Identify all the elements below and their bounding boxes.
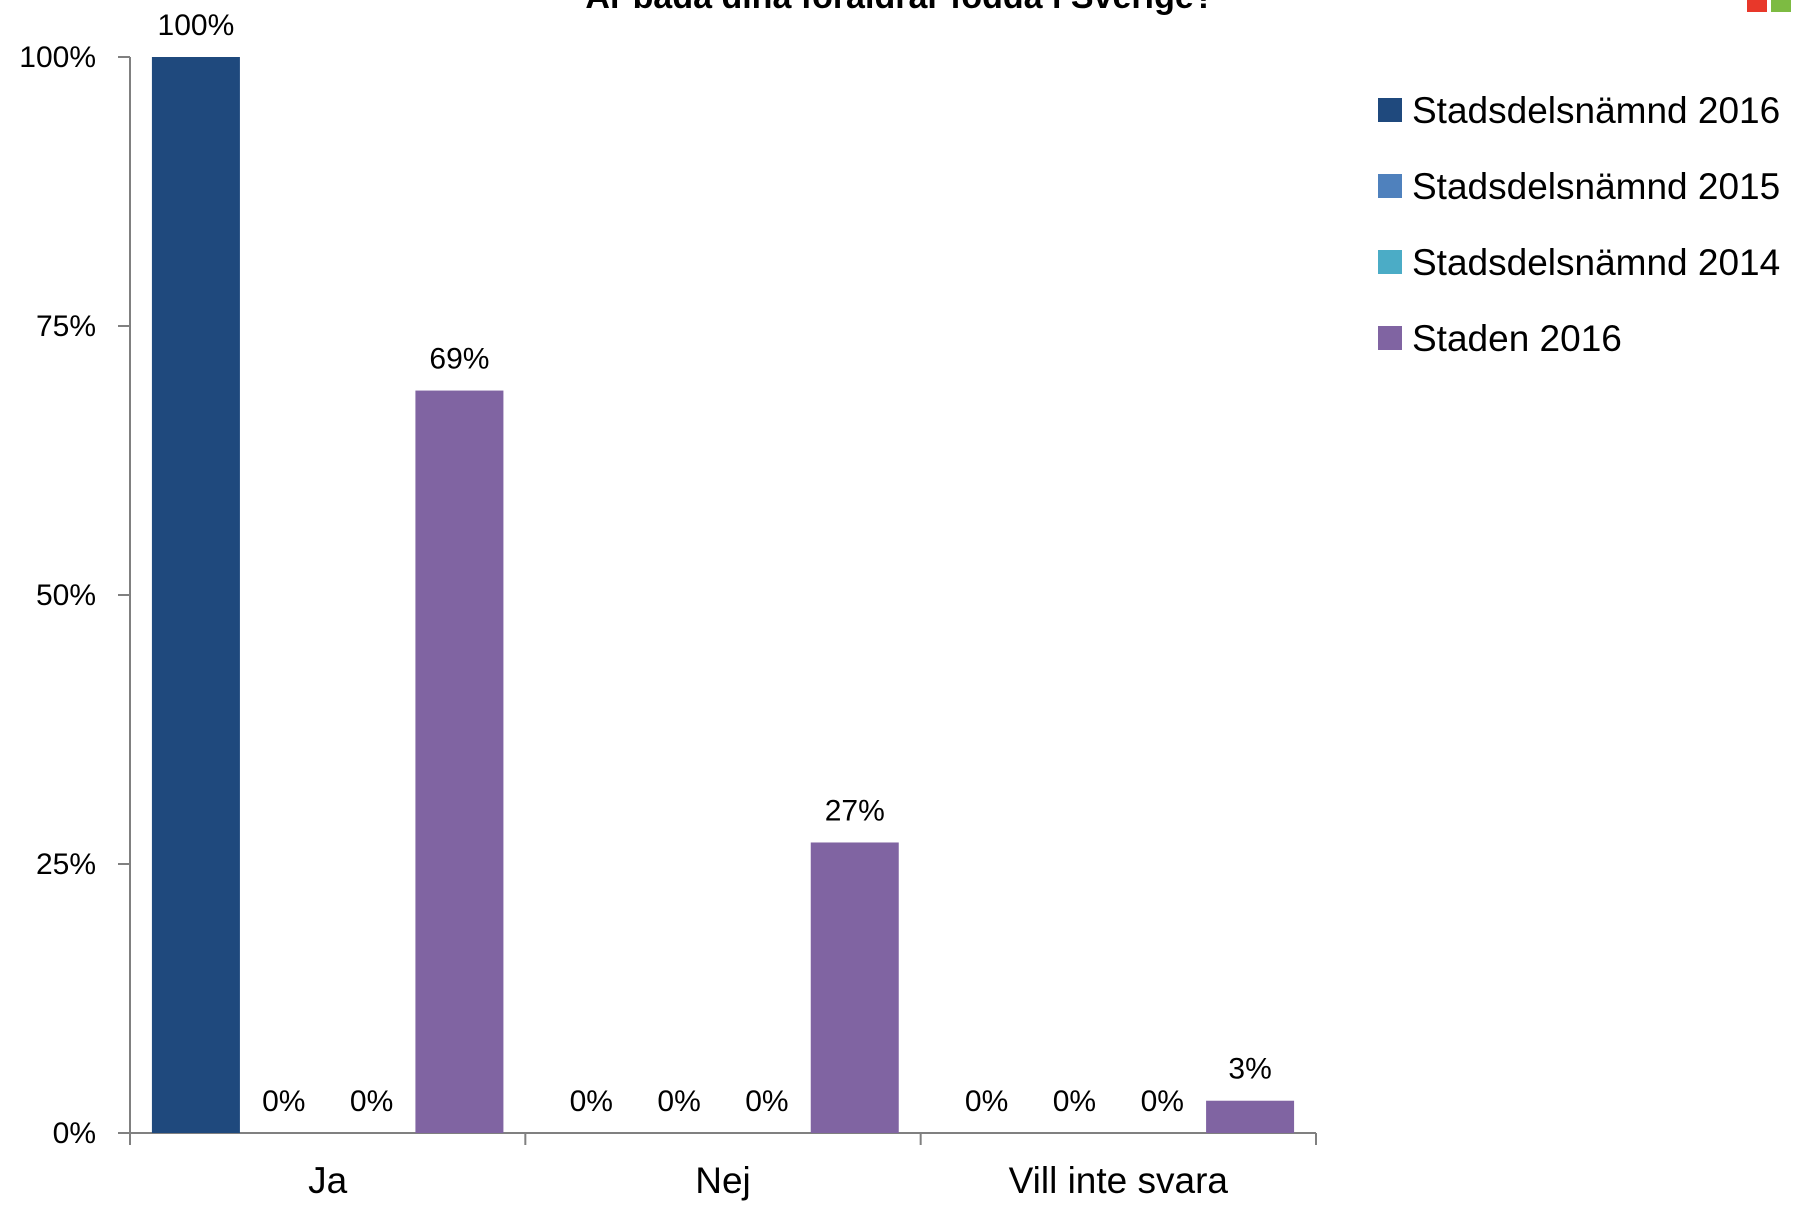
y-tick-label: 100% <box>19 41 96 74</box>
data-label: 0% <box>1053 1085 1096 1118</box>
legend: Stadsdelsnämnd 2016 Stadsdelsnämnd 2015 St… <box>1378 90 1780 359</box>
bar <box>415 390 504 1133</box>
bar <box>151 57 240 1133</box>
category-label: Nej <box>695 1160 751 1201</box>
legend-swatch <box>1378 326 1402 350</box>
data-label: 0% <box>350 1085 393 1118</box>
y-tick-label: 25% <box>36 848 96 881</box>
data-label: 69% <box>429 343 489 376</box>
bar <box>1206 1100 1295 1133</box>
legend-label: Staden 2016 <box>1412 318 1622 359</box>
data-label: 0% <box>965 1085 1008 1118</box>
data-label: 3% <box>1228 1053 1271 1086</box>
data-label: 27% <box>825 794 885 827</box>
category-label: Ja <box>308 1160 348 1201</box>
legend-swatch <box>1378 250 1402 274</box>
legend-label: Stadsdelsnämnd 2014 <box>1412 242 1780 283</box>
y-tick-label: 50% <box>36 579 96 612</box>
data-label: 0% <box>1141 1085 1184 1118</box>
data-labels: 100% 0% 0% 0% 0% 0% 0% 0% 0% 69% 27% 3% <box>158 9 1272 1118</box>
bars <box>151 57 1295 1133</box>
logo-squares <box>1747 0 1791 12</box>
data-label: 0% <box>745 1085 788 1118</box>
y-tick-label: 75% <box>36 310 96 343</box>
chart-title: Är båda dina föräldrar födda i Sverige? <box>585 0 1214 16</box>
axes: 0% 25% 50% 75% 100% Ja Nej Vill inte svara <box>19 41 1317 1201</box>
data-label: 0% <box>570 1085 613 1118</box>
data-label: 100% <box>158 9 235 42</box>
data-label: 0% <box>657 1085 700 1118</box>
legend-label: Stadsdelsnämnd 2015 <box>1412 166 1780 207</box>
legend-label: Stadsdelsnämnd 2016 <box>1412 90 1780 131</box>
bar <box>810 842 899 1133</box>
data-label: 0% <box>262 1085 305 1118</box>
legend-swatch <box>1378 98 1402 122</box>
y-tick-label: 0% <box>53 1117 96 1150</box>
legend-swatch <box>1378 174 1402 198</box>
category-label: Vill inte svara <box>1009 1160 1229 1201</box>
